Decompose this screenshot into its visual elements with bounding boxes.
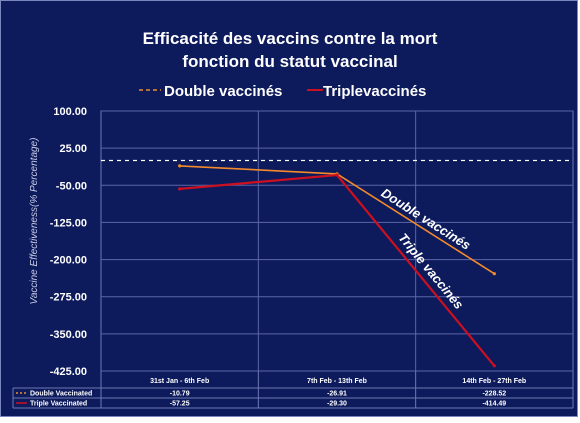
table-series-name: Double Vaccinated (30, 391, 92, 398)
table-cell-value: -26.91 (327, 391, 347, 398)
y-axis: 100.00 25.00 -50.00 -125.00 -200.00 -275.00 -3… (50, 106, 87, 378)
table-series-name: Triple Vaccinated (30, 401, 87, 408)
legend-label-triple: Triplevaccinés (323, 83, 426, 100)
chart-title-line2: fonction du statut vaccinal (182, 52, 397, 71)
series-line-1 (179, 173, 496, 367)
table-cell-value: -29.30 (327, 401, 347, 408)
data-point (335, 173, 339, 177)
table-cell-value: -228.52 (482, 391, 506, 398)
y-tick-label: -350.00 (50, 329, 87, 341)
x-tick-label: 14th Feb - 27th Feb (462, 378, 526, 385)
y-tick-label: -275.00 (50, 292, 87, 304)
table-cell-value: -57.25 (170, 401, 190, 408)
legend: Double vaccinés Triplevaccinés (139, 83, 426, 100)
plot-area (101, 159, 573, 368)
table-cell-value: -10.79 (170, 391, 190, 398)
y-tick-label: 25.00 (59, 143, 87, 155)
chart-title-line1: Efficacité des vaccins contre la mort (143, 29, 438, 48)
x-tick-label: 7th Feb - 13th Feb (307, 378, 367, 385)
data-table: Double Vaccinated -10.79 -26.91 -228.52 Trip… (12, 371, 574, 409)
y-tick-label: -125.00 (50, 217, 87, 229)
legend-label-double: Double vaccinés (164, 83, 282, 100)
plot-border (100, 110, 574, 372)
data-point (178, 164, 182, 168)
y-tick-label: 100.00 (53, 106, 87, 118)
y-tick-label: -50.00 (56, 180, 87, 192)
series-line-0 (179, 165, 495, 275)
x-axis: 31st Jan - 6th Feb 7th Feb - 13th Feb 14th… (150, 378, 526, 385)
data-point (178, 187, 182, 191)
grid (100, 110, 574, 372)
y-tick-label: -425.00 (50, 366, 87, 378)
data-point (492, 364, 496, 368)
table-cell-value: -414.49 (482, 401, 506, 408)
data-point (492, 272, 496, 276)
y-tick-label: -200.00 (50, 255, 87, 267)
x-tick-label: 31st Jan - 6th Feb (150, 378, 209, 385)
y-axis-label: Vaccine Effectiveness(% Percentage) (29, 138, 40, 305)
